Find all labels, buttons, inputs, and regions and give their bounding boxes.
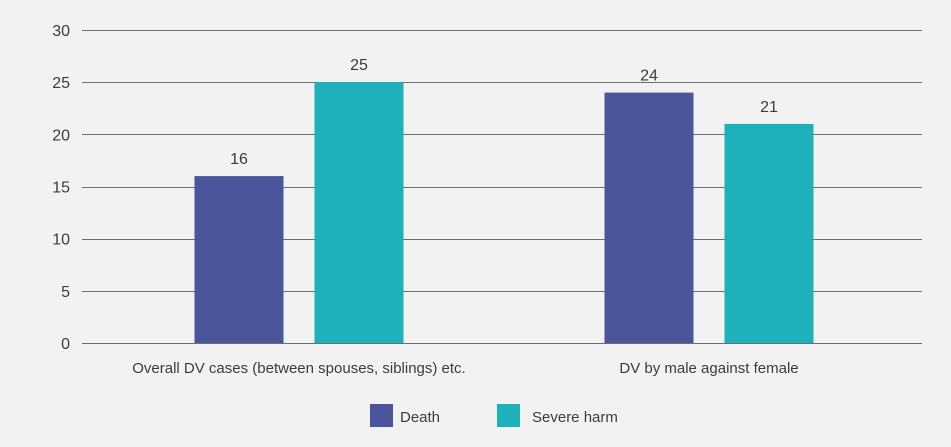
y-tick-label: 25 bbox=[52, 75, 70, 92]
y-tick-label: 15 bbox=[52, 180, 70, 197]
bar-severe-harm-1 bbox=[314, 82, 404, 344]
data-labels: 16 25 24 21 bbox=[230, 57, 778, 168]
y-tick-label: 30 bbox=[52, 23, 70, 40]
bars bbox=[194, 82, 814, 344]
category-labels: Overall DV cases (between spouses, sibli… bbox=[132, 360, 798, 377]
category-label-2: DV by male against female bbox=[619, 360, 798, 377]
bar-severe-harm-2 bbox=[724, 123, 814, 344]
legend-swatch-severe-harm bbox=[497, 404, 520, 427]
legend-label-severe-harm: Severe harm bbox=[532, 409, 618, 426]
legend: Death Severe harm bbox=[370, 404, 618, 427]
category-label-1: Overall DV cases (between spouses, sibli… bbox=[132, 360, 465, 377]
bar-death-2 bbox=[604, 92, 694, 343]
bar-death-1 bbox=[194, 176, 284, 343]
y-tick-label: 10 bbox=[52, 232, 70, 249]
data-label: 25 bbox=[350, 57, 368, 74]
y-tick-label: 0 bbox=[61, 336, 70, 353]
data-label: 24 bbox=[640, 68, 658, 85]
legend-swatch-death bbox=[370, 404, 393, 427]
data-label: 16 bbox=[230, 151, 248, 168]
legend-label-death: Death bbox=[400, 409, 440, 426]
y-axis-tick-labels: 0 5 10 15 20 25 30 bbox=[52, 23, 70, 353]
data-label: 21 bbox=[760, 99, 778, 116]
y-tick-label: 20 bbox=[52, 127, 70, 144]
y-tick-label: 5 bbox=[61, 284, 70, 301]
